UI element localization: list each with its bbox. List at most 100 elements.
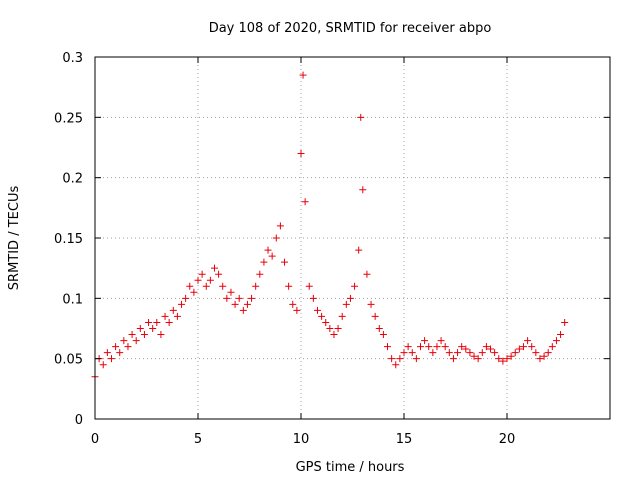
data-point <box>491 349 499 357</box>
data-point <box>202 282 210 290</box>
data-point <box>157 331 165 339</box>
data-point <box>268 252 276 260</box>
data-point <box>248 294 256 302</box>
data-point <box>235 294 243 302</box>
data-point <box>243 300 251 308</box>
data-point <box>458 343 466 351</box>
data-point <box>466 349 474 357</box>
x-tick-label: 15 <box>396 432 413 447</box>
data-point <box>375 325 383 332</box>
data-point <box>116 349 124 357</box>
data-point <box>132 337 140 345</box>
data-point <box>190 288 198 296</box>
data-point <box>524 337 532 345</box>
data-point <box>404 343 412 351</box>
data-point <box>449 355 457 363</box>
data-point <box>210 264 218 272</box>
data-point <box>264 246 272 254</box>
data-point <box>309 294 317 302</box>
data-point <box>536 355 544 363</box>
data-point <box>371 312 379 320</box>
data-point <box>124 343 132 351</box>
y-tick-label: 0.15 <box>54 232 83 247</box>
data-point <box>338 312 346 320</box>
data-point <box>112 343 120 351</box>
data-point <box>544 349 552 357</box>
data-point <box>297 150 305 158</box>
data-point <box>552 337 560 345</box>
y-tick-label: 0.05 <box>54 353 83 368</box>
data-point <box>206 276 214 284</box>
data-points <box>91 71 569 381</box>
data-point <box>540 352 548 360</box>
data-point <box>400 349 408 357</box>
data-point <box>445 349 453 357</box>
data-point <box>178 300 186 308</box>
data-point <box>140 331 148 339</box>
x-tick-label: 20 <box>499 432 516 447</box>
data-point <box>515 345 523 353</box>
data-point <box>425 343 433 351</box>
data-point <box>281 258 289 266</box>
data-point <box>252 282 260 290</box>
y-axis-label: SRMTID / TECUs <box>7 186 22 291</box>
data-point <box>499 357 507 365</box>
data-point <box>186 282 194 290</box>
data-point <box>363 270 371 278</box>
data-point <box>322 318 330 326</box>
data-point <box>470 352 478 360</box>
data-point <box>396 355 404 363</box>
data-point <box>299 71 307 79</box>
data-point <box>355 246 363 254</box>
grid <box>95 57 610 419</box>
data-point <box>334 325 342 332</box>
data-point <box>357 113 365 121</box>
data-point <box>301 198 309 206</box>
data-point <box>120 337 128 345</box>
data-point <box>293 306 301 314</box>
data-point <box>103 349 111 357</box>
data-point <box>194 276 202 284</box>
data-point <box>532 349 540 357</box>
data-point <box>289 300 297 308</box>
data-point <box>285 282 293 290</box>
data-point <box>359 186 367 194</box>
data-point <box>511 349 519 357</box>
data-point <box>482 343 490 351</box>
data-point <box>149 325 157 332</box>
data-point <box>227 288 235 296</box>
data-point <box>388 355 396 363</box>
y-tick-label: 0.1 <box>62 292 83 307</box>
data-point <box>318 312 326 320</box>
data-point <box>173 312 181 320</box>
data-point <box>548 343 556 351</box>
data-point <box>169 306 177 314</box>
y-tick-label: 0.25 <box>54 111 83 126</box>
data-point <box>379 331 387 339</box>
x-tick-label: 0 <box>91 432 99 447</box>
data-point <box>346 294 354 302</box>
data-point <box>367 300 375 308</box>
data-point <box>557 331 565 339</box>
data-point <box>441 343 449 351</box>
data-point <box>478 349 486 357</box>
data-point <box>437 337 445 345</box>
data-point <box>305 282 313 290</box>
data-point <box>462 345 470 353</box>
data-point <box>507 352 515 360</box>
data-point <box>276 222 284 230</box>
data-point <box>145 318 153 326</box>
data-point <box>561 318 569 326</box>
data-point <box>198 270 206 278</box>
data-point <box>128 331 136 339</box>
data-point <box>223 294 231 302</box>
data-point <box>239 306 247 314</box>
data-point <box>495 355 503 363</box>
data-point <box>454 349 462 357</box>
ticks: 0 5 10 15 20 0 0.05 0.1 0.15 0.2 0.25 0.3 <box>54 51 610 447</box>
data-point <box>219 282 227 290</box>
data-point <box>421 337 429 345</box>
data-point <box>165 318 173 326</box>
data-point <box>474 355 482 363</box>
